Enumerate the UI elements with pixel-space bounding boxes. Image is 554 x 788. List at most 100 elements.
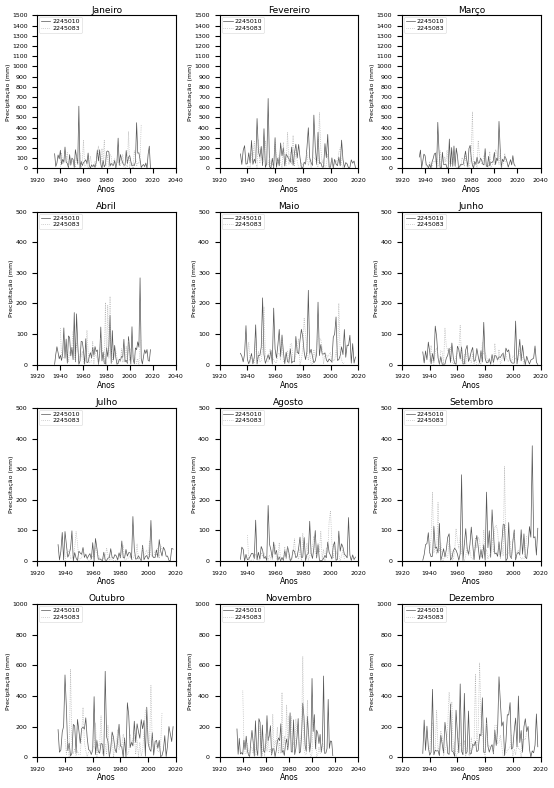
2245010: [529, 441, 536, 451]
2245010: [291, 547, 298, 556]
2245010: [514, 549, 520, 559]
2245083: [247, 164, 253, 173]
2245010: [239, 749, 246, 759]
2245083: [429, 356, 436, 366]
2245083: [338, 355, 345, 365]
2245010: [438, 164, 444, 173]
2245083: [501, 462, 508, 471]
2245010: [278, 719, 284, 728]
2245010: [265, 94, 271, 103]
Y-axis label: Precipitação (mm): Precipitação (mm): [374, 259, 379, 317]
Legend: 2245010, 2245083: 2245010, 2245083: [222, 606, 264, 622]
2245010: [476, 730, 483, 739]
2245083: [59, 353, 66, 362]
2245083: [474, 742, 480, 751]
2245010: [417, 145, 424, 154]
2245083: [251, 730, 258, 740]
2245083: [486, 741, 493, 750]
2245083: [135, 354, 141, 363]
2245083: [334, 159, 341, 169]
2245083: [69, 343, 75, 352]
Line: 2245010: 2245010: [423, 321, 538, 365]
2245083: [521, 554, 527, 563]
2245083: [61, 556, 68, 566]
2245010: [421, 716, 428, 725]
2245010: [94, 345, 101, 355]
2245083: [118, 157, 125, 166]
2245010: [241, 556, 248, 566]
2245083: [333, 346, 340, 355]
2245010: [496, 117, 502, 126]
2245010: [56, 748, 63, 757]
Line: 2245083: 2245083: [65, 669, 162, 757]
2245010: [95, 359, 102, 369]
2245083: [474, 360, 480, 370]
Y-axis label: Precipitação (mm): Precipitação (mm): [9, 259, 14, 317]
Title: Dezembro: Dezembro: [448, 594, 495, 604]
2245010: [535, 523, 541, 533]
2245010: [234, 724, 240, 734]
Line: 2245010: 2245010: [419, 121, 515, 169]
Line: 2245083: 2245083: [430, 663, 527, 757]
2245083: [155, 543, 161, 552]
2245083: [454, 163, 461, 173]
X-axis label: Anos: Anos: [462, 577, 481, 586]
2245083: [135, 158, 141, 167]
2245083: [427, 357, 433, 366]
2245010: [96, 145, 103, 154]
2245083: [516, 551, 523, 560]
2245010: [333, 556, 340, 565]
2245083: [440, 360, 447, 370]
2245083: [322, 556, 329, 566]
2245010: [238, 542, 245, 552]
2245010: [57, 351, 64, 360]
2245083: [518, 753, 525, 762]
Title: Outubro: Outubro: [88, 594, 125, 604]
2245010: [535, 742, 541, 752]
2245083: [96, 349, 103, 359]
2245010: [143, 551, 150, 560]
2245083: [258, 356, 265, 366]
2245010: [419, 556, 426, 565]
2245083: [110, 753, 117, 762]
2245010: [291, 148, 298, 158]
Y-axis label: Precipitação (mm): Precipitação (mm): [374, 455, 379, 513]
2245010: [101, 162, 107, 172]
Legend: 2245010, 2245083: 2245010, 2245083: [39, 606, 82, 622]
2245083: [516, 344, 523, 354]
Y-axis label: Precipitação (mm): Precipitação (mm): [371, 652, 376, 709]
2245010: [464, 162, 471, 172]
2245083: [156, 746, 162, 756]
2245010: [282, 740, 289, 749]
2245010: [55, 725, 61, 734]
2245083: [338, 552, 345, 561]
2245083: [288, 712, 295, 721]
Line: 2245010: 2245010: [240, 98, 356, 168]
2245083: [57, 324, 64, 333]
2245083: [136, 360, 142, 370]
X-axis label: Anos: Anos: [462, 184, 481, 194]
2245010: [272, 752, 279, 761]
2245010: [53, 162, 59, 171]
2245083: [239, 686, 246, 695]
2245083: [476, 658, 483, 667]
2245083: [497, 147, 504, 156]
Y-axis label: Precipitação (mm): Precipitação (mm): [192, 455, 197, 513]
2245010: [527, 753, 534, 762]
2245010: [100, 348, 106, 357]
Line: 2245083: 2245083: [60, 125, 141, 169]
2245083: [297, 360, 304, 370]
2245083: [486, 551, 493, 560]
Line: 2245083: 2245083: [247, 303, 345, 365]
Title: Janeiro: Janeiro: [91, 6, 122, 14]
2245083: [152, 736, 158, 745]
2245010: [495, 156, 501, 165]
2245010: [75, 102, 82, 111]
Title: Junho: Junho: [459, 202, 484, 211]
2245083: [107, 292, 114, 301]
2245010: [107, 743, 114, 753]
Line: 2245010: 2245010: [58, 516, 173, 561]
Title: Março: Março: [458, 6, 485, 14]
2245010: [113, 748, 120, 757]
Line: 2245083: 2245083: [65, 532, 162, 561]
